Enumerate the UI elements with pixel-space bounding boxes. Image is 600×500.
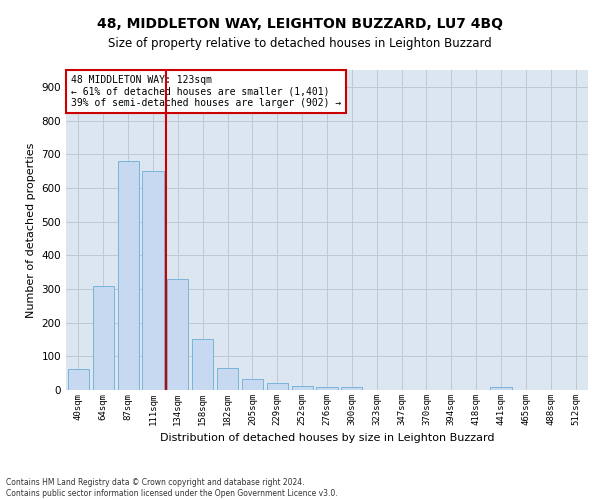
Bar (68, 369, 89, 390)
Bar (341, 386, 362, 390)
Text: 48, MIDDLETON WAY, LEIGHTON BUZZARD, LU7 4BQ: 48, MIDDLETON WAY, LEIGHTON BUZZARD, LU7… (97, 18, 503, 32)
Text: Contains HM Land Registry data © Crown copyright and database right 2024.
Contai: Contains HM Land Registry data © Crown c… (6, 478, 338, 498)
Y-axis label: Number of detached properties: Number of detached properties (26, 142, 36, 318)
X-axis label: Distribution of detached houses by size in Leighton Buzzard: Distribution of detached houses by size … (160, 434, 494, 444)
Bar (490, 388, 512, 390)
Bar (167, 279, 188, 390)
Bar (93, 286, 114, 390)
Bar (217, 368, 238, 390)
Text: 48 MIDDLETON WAY: 123sqm
← 61% of detached houses are smaller (1,401)
39% of sem: 48 MIDDLETON WAY: 123sqm ← 61% of detach… (71, 75, 341, 108)
Bar (118, 161, 139, 390)
Text: Size of property relative to detached houses in Leighton Buzzard: Size of property relative to detached ho… (108, 38, 492, 51)
Bar (142, 171, 164, 390)
Bar (267, 384, 288, 390)
Bar (316, 386, 338, 390)
Bar (292, 386, 313, 390)
Bar (242, 379, 263, 390)
Bar (192, 340, 213, 390)
